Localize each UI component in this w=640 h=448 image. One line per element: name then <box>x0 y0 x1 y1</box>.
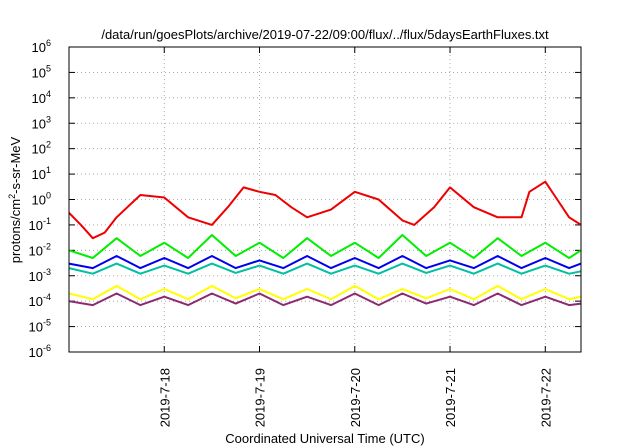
y-tick-label: 103 <box>32 114 51 131</box>
y-tick-label-base: 10 <box>29 218 43 233</box>
y-tick-label-exponent: 2 <box>46 140 51 150</box>
y-axis-title-pre: protons/cm <box>8 199 23 263</box>
y-tick-label-base: 10 <box>32 116 46 131</box>
series-line-1 <box>68 292 582 307</box>
grid <box>69 47 581 352</box>
x-axis: 2019-7-18 2019-7-19 2019-7-20 2019-7-21 2019… <box>157 47 553 427</box>
y-tick-label-exponent: -6 <box>43 343 51 353</box>
y-tick-label: 102 <box>32 140 51 157</box>
y-tick-label-base: 10 <box>29 294 43 309</box>
series-line-5 <box>68 234 582 259</box>
y-tick-label-exponent: -3 <box>43 267 51 277</box>
y-tick-label: 10-3 <box>29 267 51 284</box>
y-tick-label: 10-1 <box>29 216 51 233</box>
series-line-6 <box>68 180 582 240</box>
y-axis: 10-610-510-410-310-210-11001011021031041… <box>29 38 581 360</box>
y-tick-label-base: 10 <box>29 269 43 284</box>
y-tick-label-base: 10 <box>32 167 46 182</box>
y-tick-label-exponent: 5 <box>46 63 51 73</box>
y-tick-label-exponent: -4 <box>43 292 51 302</box>
y-tick-label: 10-2 <box>29 241 51 258</box>
x-tick-label: 2019-7-22 <box>538 368 553 427</box>
y-tick-label-exponent: 1 <box>46 165 51 175</box>
series-line-4 <box>68 255 582 270</box>
y-tick-label-base: 10 <box>32 91 46 106</box>
y-tick-label-exponent: -5 <box>43 318 51 328</box>
y-tick-label: 106 <box>32 38 51 55</box>
x-tick-label: 2019-7-20 <box>348 368 363 427</box>
x-tick-label: 2019-7-21 <box>443 368 458 427</box>
y-axis-title: protons/cm2-s-sr-MeV <box>7 136 23 263</box>
y-tick-label-base: 10 <box>32 142 46 157</box>
chart-title: /data/run/goesPlots/archive/2019-07-22/0… <box>101 27 549 42</box>
y-tick-label-exponent: 3 <box>46 114 51 124</box>
y-tick-label-exponent: 6 <box>46 38 51 48</box>
y-tick-label-base: 10 <box>29 320 43 335</box>
y-tick-label-exponent: -1 <box>43 216 51 226</box>
y-tick-label-exponent: 0 <box>46 191 51 201</box>
plot-frame <box>68 46 582 353</box>
y-tick-label: 10-4 <box>29 292 51 309</box>
y-tick-label-base: 10 <box>29 345 43 360</box>
y-tick-label: 10-6 <box>29 343 51 360</box>
y-tick-label-base: 10 <box>32 40 46 55</box>
y-tick-label-base: 10 <box>32 193 46 208</box>
x-axis-title: Coordinated Universal Time (UTC) <box>225 431 424 446</box>
y-tick-label: 100 <box>32 191 51 208</box>
y-tick-label: 104 <box>32 89 51 106</box>
y-tick-label-exponent: -2 <box>43 241 51 251</box>
series-line-3 <box>68 262 582 275</box>
y-axis-title-post: -s-sr-MeV <box>8 136 23 193</box>
x-tick-label: 2019-7-18 <box>157 368 172 427</box>
y-axis-title-sup: 2 <box>7 194 17 199</box>
y-tick-label-base: 10 <box>29 243 43 258</box>
y-tick-label: 105 <box>32 63 51 80</box>
y-tick-label-exponent: 4 <box>46 89 51 99</box>
series-line-2 <box>68 284 582 301</box>
x-tick-label: 2019-7-19 <box>253 368 268 427</box>
y-tick-label: 10-5 <box>29 318 51 335</box>
y-tick-label: 101 <box>32 165 51 182</box>
plot-series <box>68 180 582 307</box>
y-tick-label-base: 10 <box>32 65 46 80</box>
